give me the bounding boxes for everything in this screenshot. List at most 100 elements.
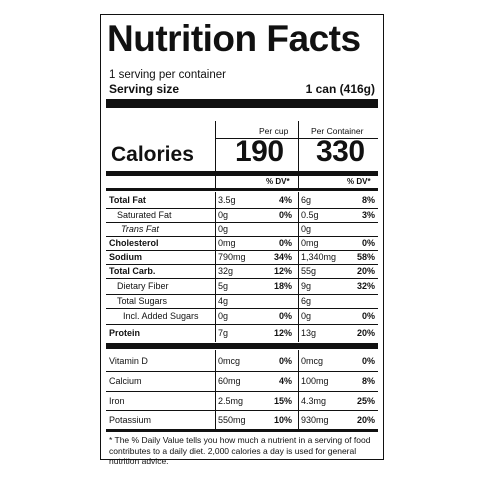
nutrient-container-dv: 8% [361,195,375,205]
row-divider [106,308,378,309]
vitamin-cup-amount: 550mg [218,414,246,425]
serving-size-value: 1 can (416g) [305,82,375,96]
vitamin-container-dv: 0% [361,355,375,366]
nutrient-cup-amount: 790mg [218,252,246,262]
nutrient-container-dv: 0% [361,311,375,321]
vitamin-name: Potassium [109,414,152,425]
calories-per-cup: 190 [235,135,284,168]
nutrient-cup-amount: 0mg [218,238,236,248]
nutrient-cup-dv: 0% [278,311,292,321]
nutrient-name: Saturated Fat [117,210,172,220]
nutrient-container-amount: 0.5g [301,210,319,220]
nutrient-name: Trans Fat [121,224,159,234]
row-divider [106,278,378,279]
nutrient-cup-amount: 0g [218,311,229,321]
serving-size-label: Serving size [109,82,180,96]
nutrient-name: Total Fat [109,195,146,205]
per-container-header: Per Container [311,126,364,136]
thick-divider-protein [106,343,378,349]
vitamin-container-amount: 0mcg [301,355,324,366]
nutrient-container-amount: 0g [301,224,312,234]
row-divider [106,324,378,325]
column-separator [215,121,217,188]
column-header-divider [215,138,378,139]
nutrient-cup-dv: 34% [273,252,292,262]
column-separator [298,121,300,188]
row-divider [106,294,378,295]
nutrient-container-amount: 6g [301,195,312,205]
nutrition-facts-label: Nutrition Facts 1 serving per container … [100,14,384,466]
column-separator [215,350,217,429]
vitamin-cup-amount: 60mg [218,376,241,386]
vitamin-container-dv: 25% [356,395,375,406]
vitamin-name: Vitamin D [109,355,148,366]
divider-nutrients-top [106,188,378,191]
dv-header-container: % DV* [347,177,371,186]
servings-per-container: 1 serving per container [109,69,226,81]
row-divider [106,208,378,209]
thick-divider-calories [106,171,378,176]
nutrient-container-dv: 32% [356,281,375,291]
nutrient-container-amount: 9g [301,281,312,291]
column-separator [298,350,300,429]
nutrient-name: Dietary Fiber [117,281,169,291]
nutrient-cup-dv: 0% [278,238,292,248]
nutrient-name: Sodium [109,252,142,262]
nutrient-cup-amount: 5g [218,281,229,291]
calories-per-container: 330 [316,135,365,168]
footnote: * The % Daily Value tells you how much a… [109,435,371,466]
nutrient-cup-amount: 7g [218,328,229,338]
vitamin-container-amount: 100mg [301,376,329,386]
row-divider [106,236,378,237]
nutrient-name: Protein [109,328,141,338]
nutrient-container-amount: 0mg [301,238,319,248]
dv-header-cup: % DV* [266,177,290,186]
nutrient-container-dv: 20% [356,328,375,338]
nutrient-cup-dv: 18% [273,281,292,291]
nutrient-container-amount: 0g [301,311,312,321]
nutrient-container-amount: 6g [301,296,312,306]
column-separator [298,192,300,342]
column-separator [215,192,217,342]
vitamin-container-dv: 20% [356,414,375,425]
nutrient-container-dv: 58% [356,252,375,262]
vitamin-cup-dv: 15% [273,395,292,406]
nutrient-cup-amount: 32g [218,266,234,276]
divider-footnote [106,429,378,432]
row-divider [106,391,378,392]
vitamin-cup-dv: 4% [278,376,292,386]
nutrient-cup-amount: 0g [218,210,229,220]
vitamin-container-amount: 930mg [301,414,329,425]
vitamin-name: Calcium [109,376,142,386]
nutrient-container-amount: 13g [301,328,317,338]
nutrient-cup-dv: 12% [273,266,292,276]
vitamin-cup-dv: 10% [273,414,292,425]
vitamin-cup-amount: 0mcg [218,355,241,366]
vitamin-cup-dv: 0% [278,355,292,366]
row-divider [106,371,378,372]
row-divider [106,264,378,265]
nutrient-container-dv: 3% [361,210,375,220]
row-divider [106,222,378,223]
calories-label: Calories [111,143,194,166]
nutrient-cup-amount: 0g [218,224,229,234]
nutrient-name: Total Carb. [109,266,156,276]
nutrient-container-amount: 1,340mg [301,252,337,262]
nutrient-container-amount: 55g [301,266,317,276]
vitamin-container-dv: 8% [361,376,375,386]
vitamin-container-amount: 4.3mg [301,395,327,406]
nutrient-name: Total Sugars [117,296,168,306]
nutrient-cup-dv: 4% [278,195,292,205]
nutrient-container-dv: 0% [361,238,375,248]
nutrient-cup-amount: 3.5g [218,195,236,205]
nutrient-container-dv: 20% [356,266,375,276]
serving-size-row: Serving size 1 can (416g) [109,82,375,96]
vitamin-name: Iron [109,395,125,406]
vitamin-cup-amount: 2.5mg [218,395,244,406]
nutrient-name: Incl. Added Sugars [123,311,199,321]
label-title: Nutrition Facts [107,18,361,59]
thick-divider-top [106,99,378,108]
row-divider [106,250,378,251]
nutrient-cup-dv: 12% [273,328,292,338]
nutrient-name: Cholesterol [109,238,159,248]
